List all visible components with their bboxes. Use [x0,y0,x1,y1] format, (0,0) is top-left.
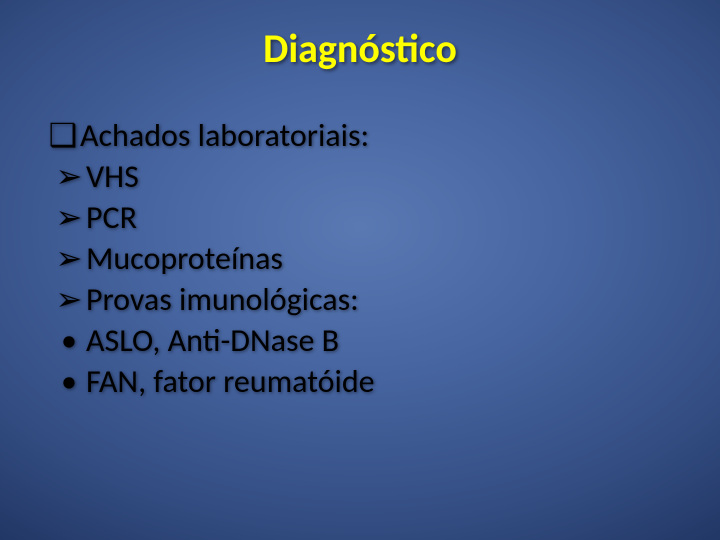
list-item: ❑ Achados laboratoriais: [46,116,674,157]
slide-body: ❑ Achados laboratoriais: ➢ VHS ➢ PCR ➢ M… [46,116,674,403]
list-item: ➢ PCR [46,198,674,239]
dot-bullet-icon: • [52,321,86,362]
list-item-label: VHS [86,157,139,198]
list-item-label: Provas imunológicas: [86,280,359,321]
list-item: • FAN, fator reumatóide [46,362,674,403]
slide-title: Diagnóstico [0,24,720,73]
list-item-label: FAN, fator reumatóide [86,362,375,403]
arrow-bullet-icon: ➢ [52,280,86,321]
dot-bullet-icon: • [52,362,86,403]
checkbox-bullet-icon: ❑ [46,116,80,157]
list-item-label: Achados laboratoriais: [80,116,369,157]
list-item: ➢ Mucoproteínas [46,239,674,280]
arrow-bullet-icon: ➢ [52,157,86,198]
list-item: • ASLO, Anti-DNase B [46,321,674,362]
list-item-label: ASLO, Anti-DNase B [86,321,339,362]
list-item: ➢ VHS [46,157,674,198]
list-item-label: Mucoproteínas [86,239,283,280]
arrow-bullet-icon: ➢ [52,198,86,239]
slide: Diagnóstico ❑ Achados laboratoriais: ➢ V… [0,0,720,540]
list-item: ➢ Provas imunológicas: [46,280,674,321]
list-item-label: PCR [86,198,137,239]
arrow-bullet-icon: ➢ [52,239,86,280]
